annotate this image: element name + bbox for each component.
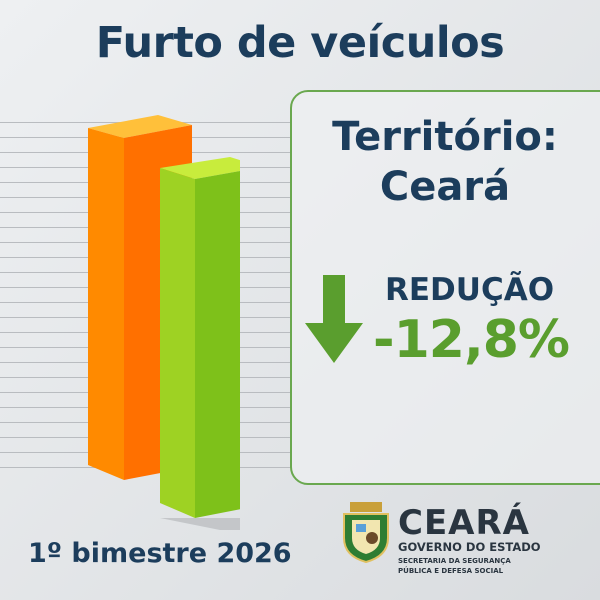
logo-name: CEARÁ — [398, 503, 530, 543]
shadow — [160, 518, 240, 530]
green-bar-front — [160, 168, 195, 518]
territory-label: Território: — [332, 114, 558, 160]
territory-name: Ceará — [379, 164, 511, 210]
change-label: REDUÇÃO — [385, 272, 555, 308]
arrow-down-icon — [305, 275, 363, 363]
green-bar-side — [195, 170, 240, 518]
bar-illustration — [88, 115, 240, 530]
green-bar-top — [160, 157, 240, 179]
orange-bar-front — [88, 128, 124, 480]
change-value: -12,8% — [373, 310, 570, 370]
info-panel — [290, 90, 600, 485]
logo-subtitle: GOVERNO DO ESTADO — [398, 540, 541, 554]
ceara-coat-of-arms-icon — [343, 502, 389, 564]
secretaria-line1: SECRETARIA DA SEGURANÇA — [398, 557, 511, 565]
secretaria-line2: PÚBLICA E DEFESA SOCIAL — [398, 567, 504, 575]
page-title: Furto de veículos — [95, 18, 505, 68]
orange-bar-top — [88, 115, 192, 138]
territory: Território: Ceará — [290, 112, 600, 212]
period-label: 1º bimestre 2026 — [28, 538, 292, 569]
